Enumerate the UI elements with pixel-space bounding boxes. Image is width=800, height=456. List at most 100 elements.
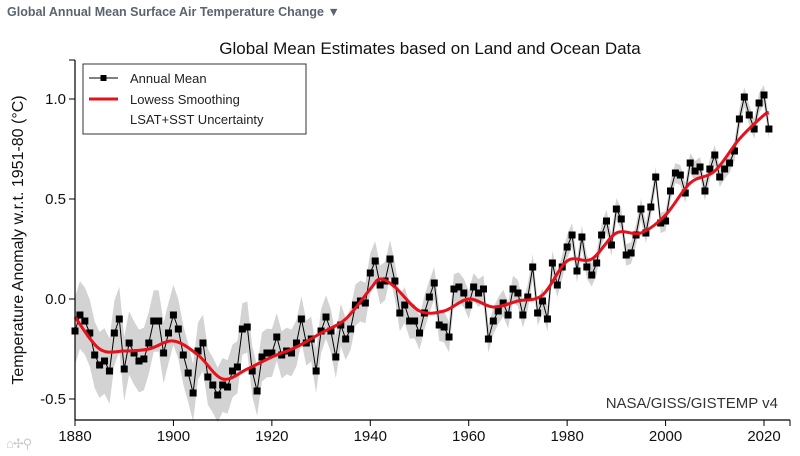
annual-mean-point bbox=[696, 163, 704, 171]
annual-mean-point bbox=[376, 281, 384, 289]
annual-mean-point bbox=[691, 167, 699, 175]
annual-mean-point bbox=[411, 317, 419, 325]
annual-mean-point bbox=[676, 171, 684, 179]
annual-mean-point bbox=[578, 233, 586, 241]
annual-mean-point bbox=[199, 339, 207, 347]
annual-mean-point bbox=[342, 335, 350, 343]
annual-mean-point bbox=[233, 363, 241, 371]
annual-mean-point bbox=[278, 351, 286, 359]
annual-mean-point bbox=[258, 353, 266, 361]
annual-mean-point bbox=[499, 299, 507, 307]
chart-selector-dropdown[interactable]: Global Annual Mean Surface Air Temperatu… bbox=[7, 5, 340, 19]
annual-mean-point bbox=[228, 367, 236, 375]
annual-mean-point bbox=[416, 329, 423, 337]
annual-mean-point bbox=[337, 321, 345, 329]
annual-mean-point bbox=[612, 205, 620, 213]
annual-mean-point bbox=[194, 347, 202, 355]
annual-mean-point bbox=[105, 367, 113, 375]
chart-title: Global Mean Estimates based on Land and … bbox=[219, 39, 641, 58]
annual-mean-point bbox=[248, 367, 256, 375]
annual-mean-point bbox=[726, 159, 734, 167]
annual-mean-point bbox=[150, 317, 158, 325]
annual-mean-point bbox=[238, 325, 246, 333]
annual-mean-point bbox=[553, 281, 561, 289]
annual-mean-point bbox=[391, 277, 399, 285]
annual-mean-point bbox=[327, 327, 335, 335]
annual-mean-point bbox=[622, 251, 630, 259]
annual-mean-point bbox=[484, 335, 492, 343]
plot-toolbar: ⌂✢⚲ bbox=[6, 436, 32, 452]
annual-mean-point bbox=[671, 169, 679, 177]
annual-mean-point bbox=[96, 361, 104, 369]
annual-mean-point bbox=[494, 307, 502, 315]
annual-mean-point bbox=[652, 173, 660, 181]
annual-mean-point bbox=[465, 301, 473, 309]
annual-mean-point bbox=[401, 301, 409, 309]
y-axis-label: Temperature Anomaly w.r.t. 1951-80 (°C) bbox=[10, 95, 27, 384]
annual-mean-point bbox=[455, 283, 463, 291]
x-tick-label: 1960 bbox=[452, 428, 485, 445]
annual-mean-point bbox=[273, 333, 281, 341]
annual-mean-point bbox=[745, 111, 753, 119]
annual-mean-point bbox=[563, 243, 571, 251]
annual-mean-point bbox=[115, 315, 123, 323]
annual-mean-point bbox=[711, 151, 719, 159]
annual-mean-point bbox=[352, 301, 360, 309]
x-tick-label: 1940 bbox=[354, 428, 387, 445]
annual-mean-point bbox=[681, 189, 689, 197]
annual-mean-point bbox=[573, 267, 581, 275]
annual-mean-point bbox=[760, 91, 768, 99]
annual-mean-point bbox=[120, 365, 128, 373]
annual-mean-point bbox=[489, 317, 497, 325]
x-tick-label: 1900 bbox=[157, 428, 190, 445]
annual-mean-point bbox=[361, 299, 369, 307]
annual-mean-point bbox=[209, 381, 217, 389]
annual-mean-point bbox=[607, 241, 615, 249]
annual-mean-point bbox=[224, 383, 232, 391]
annual-mean-point bbox=[169, 311, 177, 319]
annual-mean-point bbox=[598, 231, 606, 239]
annual-mean-point bbox=[184, 369, 192, 377]
uncertainty-band bbox=[75, 85, 769, 423]
annual-mean-point bbox=[583, 263, 591, 271]
annual-mean-point bbox=[519, 311, 527, 319]
annual-mean-point bbox=[445, 333, 453, 341]
zoom-icon[interactable]: ⚲ bbox=[22, 436, 32, 451]
annual-mean-point bbox=[292, 339, 300, 347]
x-tick-label: 2020 bbox=[747, 428, 780, 445]
annual-mean-point bbox=[730, 147, 738, 155]
annual-mean-point bbox=[386, 255, 394, 263]
annual-mean-point bbox=[750, 125, 758, 133]
annual-mean-point bbox=[637, 205, 645, 213]
annual-mean-point bbox=[662, 217, 670, 225]
annual-mean-point bbox=[588, 271, 596, 279]
annual-mean-point bbox=[529, 263, 537, 271]
pan-icon[interactable]: ✢ bbox=[12, 436, 24, 451]
legend: Annual Mean Lowess Smoothing LSAT+SST Un… bbox=[82, 63, 307, 135]
annual-mean-point bbox=[735, 115, 743, 123]
annual-mean-point bbox=[765, 125, 773, 133]
annual-mean-point bbox=[470, 283, 478, 291]
annual-mean-line bbox=[74, 93, 770, 397]
x-tick-label: 2000 bbox=[649, 428, 682, 445]
annual-mean-point bbox=[204, 373, 212, 381]
annual-mean-point bbox=[543, 315, 551, 323]
home-icon[interactable]: ⌂ bbox=[6, 436, 14, 451]
annual-mean-point bbox=[76, 311, 84, 319]
annual-mean-point bbox=[130, 349, 138, 357]
annual-mean-point bbox=[657, 219, 665, 227]
annual-mean-point bbox=[366, 269, 374, 277]
y-tick-label: 0.5 bbox=[45, 191, 66, 208]
annual-mean-point bbox=[647, 203, 655, 211]
legend-uncertainty-label: LSAT+SST Uncertainty bbox=[130, 112, 264, 127]
annual-mean-point bbox=[86, 329, 94, 337]
annual-mean-point bbox=[593, 259, 601, 267]
annual-mean-point bbox=[755, 99, 763, 107]
lowess-smoothing-line bbox=[73, 111, 771, 381]
annual-mean-point bbox=[475, 289, 483, 297]
x-tick-label: 1880 bbox=[58, 428, 91, 445]
annual-mean-point bbox=[440, 323, 448, 331]
annual-mean-point bbox=[548, 259, 556, 267]
annual-mean-point bbox=[524, 293, 532, 301]
